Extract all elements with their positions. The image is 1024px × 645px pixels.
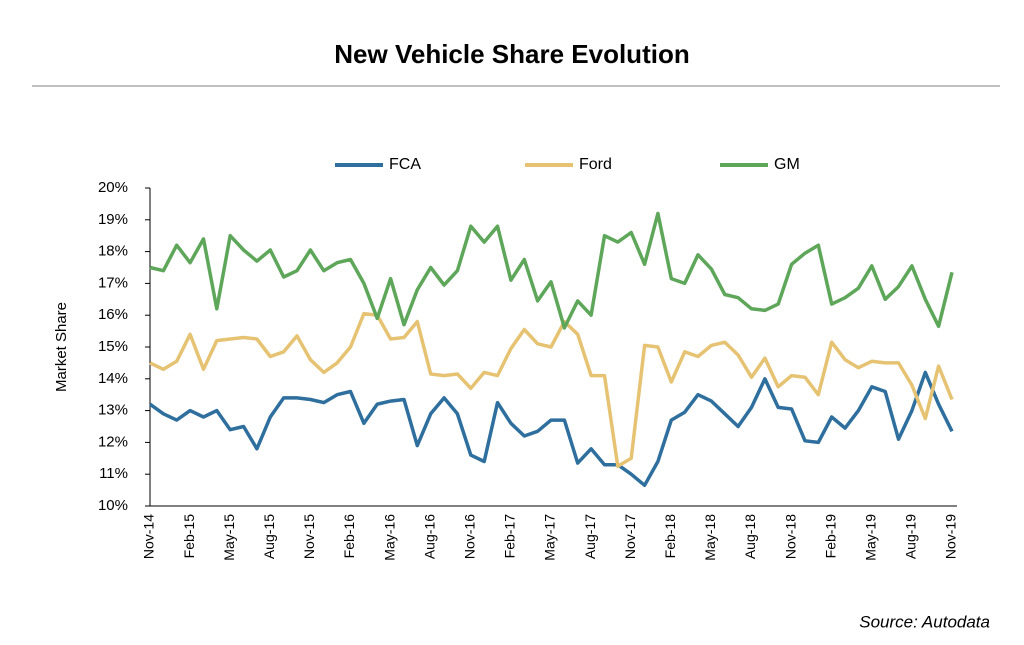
x-tick-label: Nov-17 (622, 514, 638, 559)
x-tick-label: May-15 (221, 514, 237, 561)
x-tick-label: Nov-19 (943, 514, 959, 559)
x-tick-label: Feb-16 (341, 514, 357, 559)
y-tick-label: 20% (98, 179, 128, 196)
y-tick-label: 13% (98, 402, 128, 419)
x-tick-label: Aug-15 (261, 514, 277, 559)
y-tick-label: 14% (98, 370, 128, 387)
x-tick-label: Nov-14 (141, 514, 157, 559)
y-tick-label: 17% (98, 274, 128, 291)
legend-label: GM (774, 156, 800, 173)
y-tick-label: 12% (98, 433, 128, 450)
y-tick-label: 16% (98, 306, 128, 323)
x-tick-label: Aug-18 (742, 514, 758, 559)
x-tick-label: May-19 (863, 514, 879, 561)
x-tick-label: Nov-18 (782, 514, 798, 559)
x-tick-label: Aug-16 (421, 514, 437, 559)
y-tick-label: 11% (99, 465, 128, 482)
chart-title: New Vehicle Share Evolution (334, 39, 689, 69)
y-tick-label: 19% (98, 211, 128, 228)
x-tick-label: May-18 (702, 514, 718, 561)
y-axis-label: Market Share (53, 302, 70, 392)
y-tick-label: 15% (98, 338, 128, 355)
x-tick-label: Nov-16 (462, 514, 478, 559)
x-tick-label: Feb-18 (662, 514, 678, 559)
y-tick-label: 18% (98, 243, 128, 260)
series-line (148, 370, 954, 488)
series-line (149, 211, 954, 330)
y-tick-label: 10% (98, 497, 128, 514)
legend-label: FCA (389, 156, 421, 173)
x-tick-label: Aug-17 (582, 514, 598, 559)
x-tick-label: May-17 (542, 514, 558, 561)
legend-label: Ford (579, 156, 612, 173)
x-tick-label: Feb-15 (181, 514, 197, 559)
x-tick-label: Nov-15 (301, 514, 317, 559)
x-tick-label: Feb-17 (502, 514, 518, 559)
source: Source: Autodata (859, 612, 990, 631)
x-tick-label: Aug-19 (903, 514, 919, 559)
x-tick-label: Feb-19 (822, 514, 838, 559)
x-tick-label: May-16 (381, 514, 397, 561)
series-line (149, 311, 954, 469)
